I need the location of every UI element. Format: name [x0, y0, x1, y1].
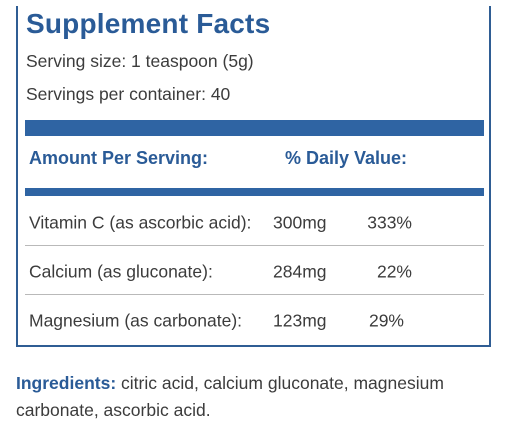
nutrient-name: Vitamin C (as ascorbic acid): [29, 212, 252, 232]
serving-size: Serving size: 1 teaspoon (5g) [26, 51, 254, 71]
ingredients-text: citric acid, calcium gluconate, magnesiu… [16, 373, 444, 420]
row-divider [25, 294, 484, 295]
nutrient-daily-value: 22% [376, 261, 412, 281]
row-divider [25, 245, 484, 246]
nutrient-daily-value: 29% [368, 310, 404, 330]
nutrient-amount: 300mg [273, 212, 327, 232]
nutrient-amount: 284mg [273, 261, 327, 281]
table-row: Magnesium (as carbonate): 123mg 29% [25, 298, 484, 343]
header-divider-bar [25, 188, 484, 196]
ingredients-label: Ingredients: [16, 373, 117, 393]
nutrient-amount: 123mg [273, 310, 327, 330]
header-daily-value: % Daily Value: [285, 148, 408, 168]
table-row: Vitamin C (as ascorbic acid): 300mg 333% [25, 200, 484, 245]
nutrient-daily-value: 333% [367, 212, 412, 232]
header-amount-per-serving: Amount Per Serving: [29, 148, 209, 168]
top-divider-bar [25, 120, 484, 136]
ingredients-statement: Ingredients: citric acid, calcium glucon… [16, 370, 496, 424]
supplement-facts-panel: Supplement Facts Serving size: 1 teaspoo… [16, 6, 491, 347]
panel-title: Supplement Facts [26, 8, 271, 39]
nutrient-name: Calcium (as gluconate): [29, 261, 213, 281]
nutrient-name: Magnesium (as carbonate): [29, 310, 243, 330]
table-row: Calcium (as gluconate): 284mg 22% [25, 249, 484, 294]
servings-per-container: Servings per container: 40 [26, 84, 231, 104]
